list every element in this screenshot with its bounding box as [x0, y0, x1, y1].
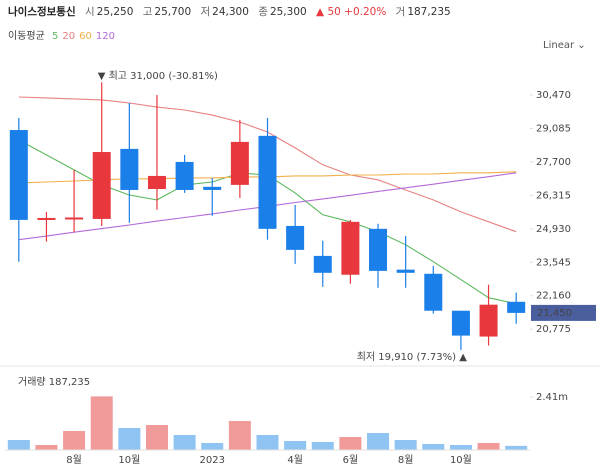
x-tick-label: 6월 [343, 454, 359, 466]
scale-label[interactable]: Linear [543, 40, 575, 51]
volume-bar [173, 435, 196, 450]
y-tick-label: 22,160 [536, 291, 571, 302]
field-value: 24,300 [212, 6, 249, 18]
x-tick-label: 8월 [398, 454, 414, 466]
volume-bar [7, 440, 30, 450]
candle-body [37, 217, 56, 220]
volume-bar [422, 444, 445, 450]
price-change: ▲ 50 +0.20% [316, 6, 387, 18]
x-tick-label: 10월 [450, 454, 472, 466]
low-annotation: 최저 19,910 (7.73%) ▲ [357, 351, 467, 363]
volume-bar [449, 445, 472, 450]
candle-body [92, 152, 111, 219]
field-label: 시 [84, 6, 95, 18]
candle-body [65, 217, 84, 220]
volume-bar [505, 445, 528, 450]
candle-body [451, 310, 470, 336]
candle-body [424, 273, 443, 311]
candle-body [9, 130, 28, 220]
candle-body [479, 304, 498, 337]
y-tick-label: 26,315 [536, 190, 571, 201]
field-label: 고 [142, 6, 153, 18]
volume-bar [477, 443, 500, 450]
volume-bar [394, 440, 417, 450]
volume-bar [284, 441, 307, 450]
volume-bar [145, 425, 168, 450]
y-tick-label: 2.41m [536, 392, 568, 403]
y-tick-label: 27,700 [536, 157, 571, 168]
field-label: 거 [395, 6, 406, 18]
volume-bar [118, 428, 141, 450]
volume-bar [339, 437, 362, 450]
legend-title: 이동평균 [8, 31, 45, 42]
volume-bar [228, 421, 251, 450]
legend-entry: 60 [79, 31, 92, 42]
volume-bar [311, 442, 334, 450]
high-annotation: ▼ 최고 31,000 (-30.81%) [98, 70, 218, 82]
volume-bar [35, 445, 58, 450]
x-tick-label: 2023 [200, 455, 225, 466]
last-price-tag [531, 304, 596, 321]
header: 나이스정보통신 시 25,250 고 25,700 저 24,300 종 25,300 … [8, 4, 457, 19]
candle-body [230, 141, 249, 185]
volume-title: 거래량 187,235 [18, 376, 90, 388]
field-label: 종 [258, 6, 268, 18]
candle-body [258, 135, 277, 229]
scale-button[interactable]: Linear ⌄ [543, 40, 586, 51]
x-tick-label: 4월 [287, 454, 303, 466]
y-tick-label: 20,775 [536, 324, 571, 335]
legend-entry: 120 [95, 31, 115, 42]
volume-bar [256, 435, 279, 450]
candle-body [147, 175, 166, 189]
candle-body [203, 186, 222, 190]
y-tick-label: 29,085 [536, 123, 571, 134]
candle-body [507, 301, 526, 313]
y-tick-label: 24,930 [536, 224, 571, 235]
ma-legend: 이동평균 5 20 60 120 [8, 27, 119, 42]
volume-bar [63, 431, 86, 450]
x-tick-label: 8월 [66, 454, 82, 466]
last-price-label: 21,450 [537, 308, 572, 319]
field-value: 25,700 [154, 6, 192, 18]
field-label: 저 [200, 6, 211, 18]
candle-body [286, 225, 305, 250]
candle-body [120, 148, 139, 190]
volume-bar [367, 433, 390, 450]
candle-body [341, 221, 360, 275]
stock-name: 나이스정보통신 [8, 6, 76, 18]
field-value: 187,235 [407, 6, 451, 18]
y-tick-label: 23,545 [536, 257, 571, 268]
volume-bar [201, 443, 224, 450]
volume-bar [90, 396, 113, 450]
candle-body [175, 161, 194, 190]
legend-entry: 5 [52, 31, 59, 42]
field-value: 25,300 [269, 6, 307, 18]
candle-body [369, 228, 388, 271]
y-tick-label: 30,470 [536, 90, 571, 101]
candle-body [396, 269, 415, 273]
x-tick-label: 10월 [118, 454, 140, 466]
legend-entry: 20 [62, 31, 76, 42]
field-value: 25,250 [96, 6, 134, 18]
candle-body [313, 255, 332, 273]
